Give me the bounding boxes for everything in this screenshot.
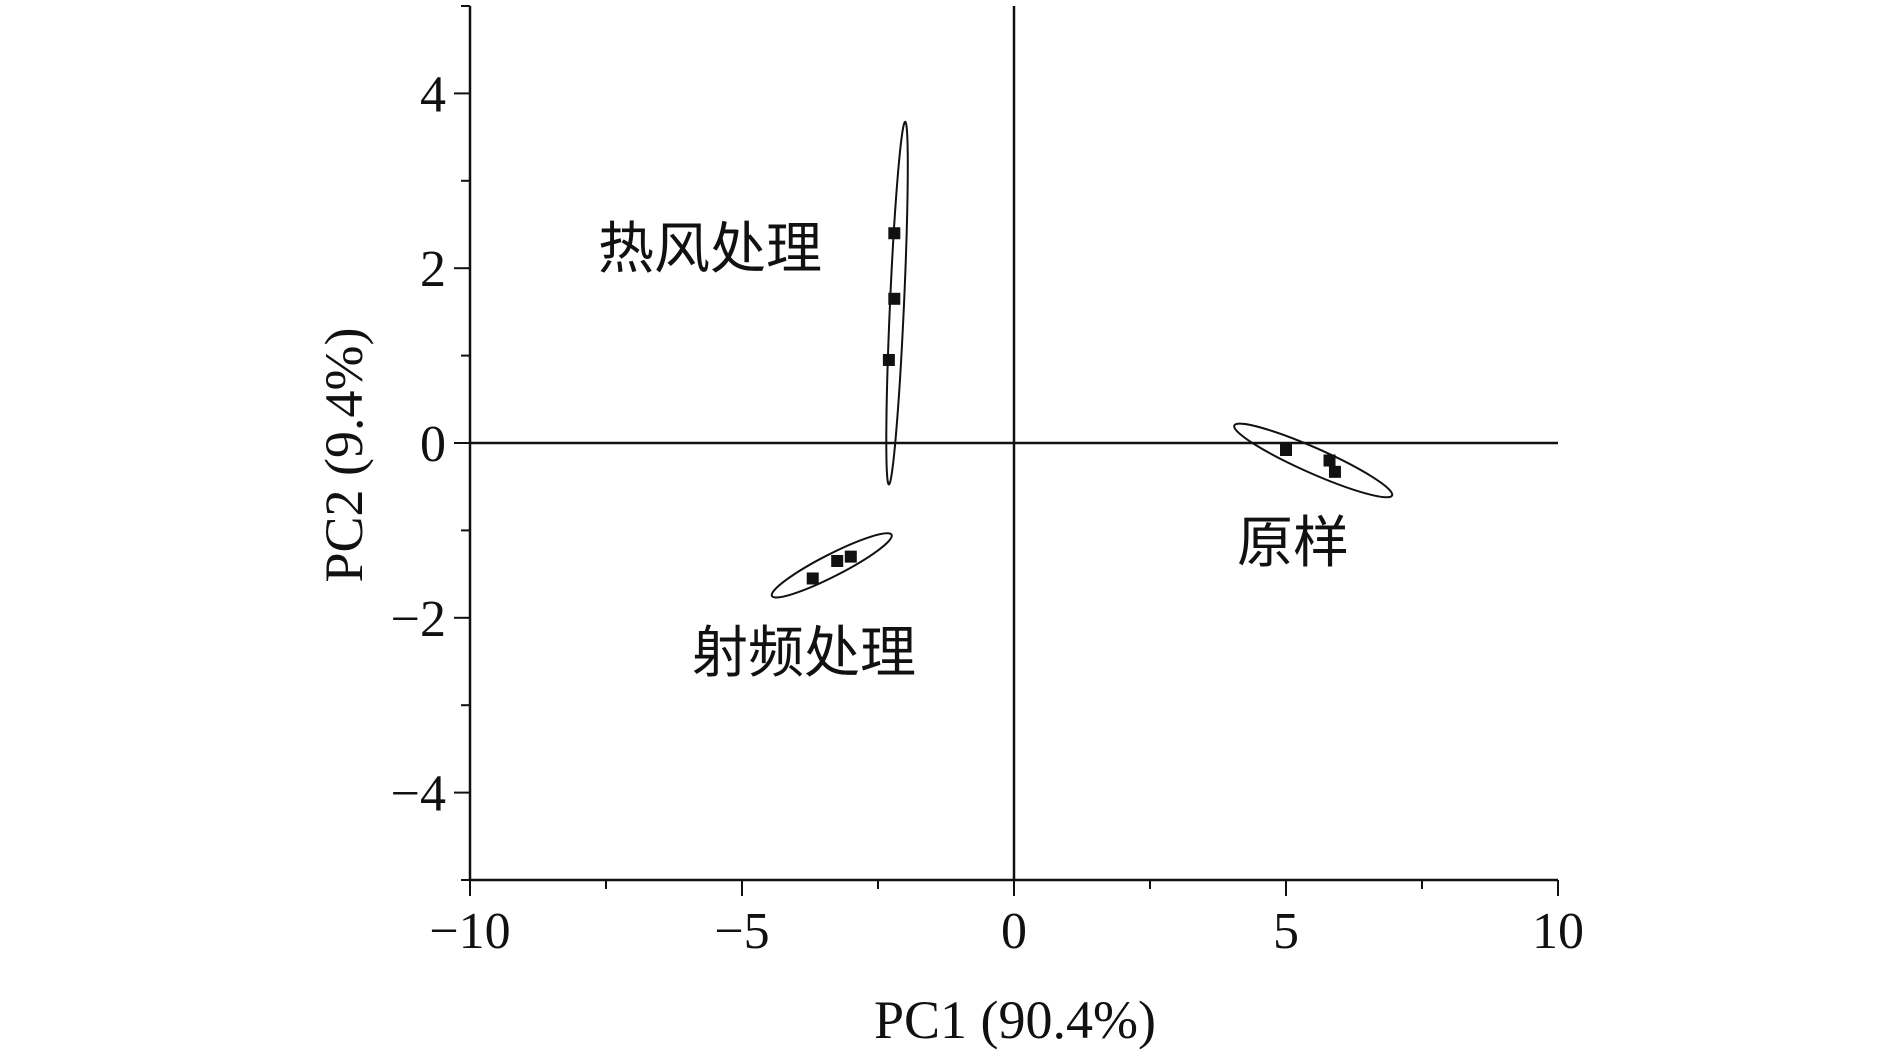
y-tick-label: 4 [420, 66, 446, 123]
data-point [831, 554, 844, 567]
y-tick-label: −4 [391, 766, 446, 823]
group-label: 射频处理 [692, 621, 916, 686]
data-point [1323, 454, 1336, 467]
data-point [1328, 465, 1341, 478]
axes-layer: −10 −5 0 5 10 −4 −2 0 2 4 [391, 5, 1584, 960]
x-tick-label: −10 [429, 903, 510, 960]
x-tick-label: 0 [1001, 903, 1027, 960]
group-label: 热风处理 [598, 217, 822, 282]
data-point [844, 550, 857, 563]
y-tick-label: −2 [391, 591, 446, 648]
data-point [806, 572, 819, 585]
x-tick-label: 5 [1273, 903, 1299, 960]
confidence-ellipse [770, 532, 893, 599]
data-point [1280, 443, 1292, 456]
y-axis-title: PC2 (9.4%) [314, 328, 374, 583]
data-point [888, 227, 901, 240]
y-tick-label: 2 [420, 241, 446, 298]
data-points-layer [806, 227, 1341, 585]
x-tick-label: 10 [1532, 903, 1584, 960]
confidence-ellipse [1233, 422, 1394, 499]
group-label: 原样 [1237, 511, 1349, 576]
x-tick-label: −5 [714, 903, 769, 960]
data-point [882, 353, 895, 366]
x-axis-title: PC1 (90.4%) [874, 990, 1156, 1050]
y-tick-label: 0 [420, 416, 446, 473]
data-point [888, 292, 901, 305]
